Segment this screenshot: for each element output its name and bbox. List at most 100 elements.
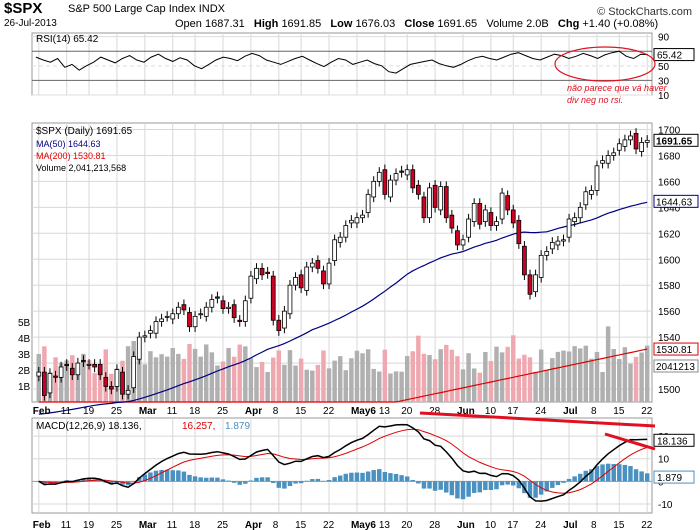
- volume-bar: [566, 351, 572, 402]
- rsi-title: RSI(14) 65.42: [36, 34, 99, 45]
- macd-histogram-bar: [561, 481, 566, 483]
- price-candle: [53, 375, 58, 378]
- price-candle: [354, 217, 360, 224]
- volume-bar: [388, 373, 393, 402]
- divergence-line-macd: [419, 411, 656, 428]
- macd-signal-line: [38, 428, 648, 494]
- volume-bar: [192, 348, 198, 402]
- price-candle: [248, 275, 254, 299]
- price-candle: [298, 274, 304, 289]
- price-candle: [231, 304, 237, 319]
- macd-histogram-bar: [644, 473, 650, 482]
- volume-bar: [377, 371, 382, 402]
- price-candle: [527, 274, 533, 295]
- price-tick-label: 1500: [658, 385, 681, 396]
- price-candle: [455, 230, 460, 246]
- price-candle: [382, 169, 388, 195]
- x-tick-label: 22: [323, 406, 335, 417]
- volume-bar: [243, 346, 248, 402]
- x-tick-label: Jul: [563, 520, 578, 530]
- macd-histogram-bar: [326, 480, 332, 482]
- macd-histogram-bar: [298, 481, 304, 484]
- volume-bar: [527, 357, 533, 402]
- macd-histogram-bar: [622, 464, 628, 482]
- macd-histogram-bar: [449, 481, 455, 496]
- last-close-box: [653, 133, 699, 147]
- macd-histogram-bar: [343, 473, 349, 482]
- x-tick-label: 24: [535, 406, 547, 417]
- macd-histogram-bar: [432, 481, 438, 491]
- volume-bar: [483, 351, 488, 402]
- macd-histogram-bar: [550, 481, 555, 488]
- rsi-line: [35, 50, 649, 74]
- price-candle: [611, 152, 617, 156]
- volume-bar: [605, 326, 611, 402]
- annotation-circle: [554, 46, 656, 82]
- price-candle: [309, 262, 315, 268]
- macd-histogram-bar: [382, 472, 388, 482]
- volume-bar: [432, 359, 438, 402]
- macd-histogram-bar: [164, 469, 170, 482]
- price-candle: [125, 389, 131, 395]
- volume-bar: [298, 358, 304, 402]
- volume-bar: [343, 370, 349, 402]
- volume-bar: [315, 364, 321, 402]
- volume-tick-label: 5B: [18, 318, 31, 329]
- volume-bar: [628, 363, 633, 402]
- volume-bar: [265, 372, 270, 402]
- price-tick-label: 1660: [658, 177, 681, 188]
- macd-histogram-bar: [639, 471, 644, 482]
- price-tick-label: 1600: [658, 255, 681, 266]
- x-tick-label: Feb: [33, 406, 51, 417]
- macd-histogram-bar: [555, 481, 561, 486]
- macd-histogram-bar: [282, 481, 287, 489]
- volume-bar: [611, 348, 616, 402]
- price-candle: [388, 179, 393, 198]
- x-tick-label: 17: [507, 406, 519, 417]
- price-candle: [226, 306, 231, 309]
- volume-bar: [259, 361, 265, 402]
- macd-histogram-bar: [633, 469, 639, 482]
- macd-histogram-bar: [209, 477, 215, 482]
- price-candle: [86, 363, 92, 366]
- price-candle: [321, 270, 326, 285]
- macd-histogram-bar: [516, 481, 522, 489]
- x-tick-label: 10: [485, 520, 497, 530]
- x-tick-label: 19: [83, 520, 95, 530]
- price-candle: [360, 214, 365, 219]
- price-candle: [92, 363, 97, 368]
- price-candle: [237, 319, 243, 322]
- price-candle: [438, 186, 444, 211]
- annotation-line1: não parece que vá haver: [567, 83, 668, 93]
- price-candle: [148, 330, 153, 334]
- price-candle: [42, 371, 47, 396]
- price-candle: [628, 135, 633, 141]
- macd-histogram-bar: [332, 477, 337, 482]
- macd-histogram-bar: [53, 481, 58, 483]
- volume-tick-label: 1B: [18, 382, 31, 393]
- price-candle: [164, 315, 170, 318]
- price-candle: [443, 186, 449, 219]
- macd-histogram-bar: [187, 474, 192, 482]
- panel-frame: [31, 32, 653, 96]
- price-candle: [242, 300, 248, 322]
- rsi-last-box: [653, 48, 695, 62]
- macd-histogram-bar: [421, 481, 427, 489]
- x-tick-label: 15: [295, 520, 307, 530]
- x-tick-label: Mar: [139, 406, 157, 417]
- x-tick-label: 13: [379, 406, 391, 417]
- x-tick-label: Mar: [139, 520, 157, 530]
- price-candle: [616, 143, 622, 151]
- ma200-last-box-label: 1530.81: [656, 345, 693, 356]
- x-tick-label: 22: [641, 406, 653, 417]
- price-candle: [209, 299, 215, 308]
- price-candle: [114, 369, 120, 387]
- price-candle: [220, 300, 226, 309]
- price-tick-label: 1620: [658, 229, 681, 240]
- macd-histogram-bar: [410, 479, 416, 482]
- volume-tick-label: 3B: [18, 350, 31, 361]
- volume-bar: [332, 360, 337, 402]
- volume-bar: [617, 359, 622, 402]
- volume-bar: [622, 347, 628, 402]
